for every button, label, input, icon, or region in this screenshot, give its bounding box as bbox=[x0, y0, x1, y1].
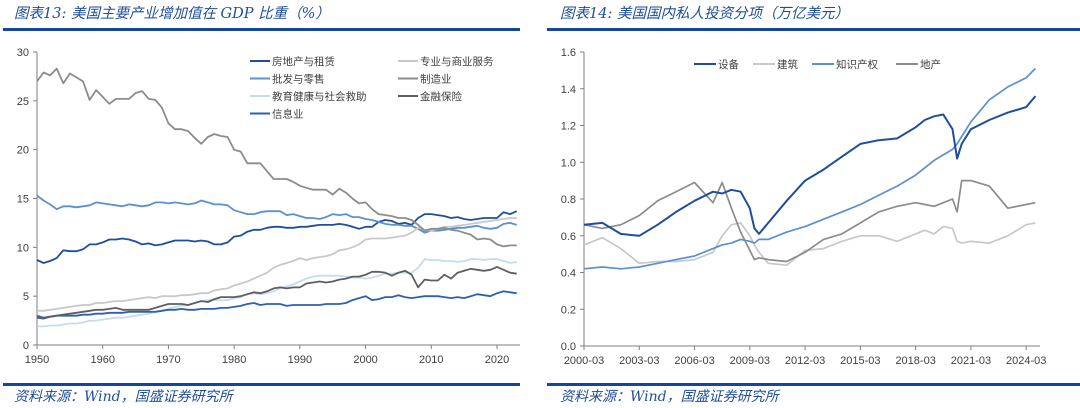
left-line-chart: 0 5 10 15 20 25 30 1950 1960 1970 1980 1990 2000 2010… bbox=[17, 47, 520, 366]
left-bottom-rule bbox=[3, 383, 520, 386]
series-line-3 bbox=[36, 290, 517, 319]
legend-label: 专业与商业服务 bbox=[420, 55, 494, 68]
y-tick-label: 1.6 bbox=[561, 47, 576, 59]
x-tick-label: 1960 bbox=[90, 354, 114, 366]
x-tick-label: 1970 bbox=[156, 354, 180, 366]
legend-label: 房地产与租赁 bbox=[272, 55, 335, 68]
series-line-1 bbox=[583, 222, 1036, 267]
right-top-rule bbox=[547, 28, 1080, 31]
x-tick-label: 2010 bbox=[419, 354, 443, 366]
right-panel: 图表14: 美国国内私人投资分项（万亿美元） 0.0 0.2 0.4 0.6 0.8 1.… bbox=[540, 0, 1080, 408]
x-tick-label: 2018-03 bbox=[895, 355, 935, 367]
left-source-note: 资料来源：Wind，国盛证券研究所 bbox=[14, 389, 233, 405]
right-line-chart: 0.0 0.2 0.4 0.6 0.8 1.0 1.2 1.4 1.6 2000-03 2003-0… bbox=[561, 47, 1047, 367]
series-line-0 bbox=[583, 95, 1037, 237]
legend-label: 教育健康与社会救助 bbox=[272, 90, 367, 103]
y-tick-label: 0 bbox=[23, 340, 29, 352]
x-tick-label: 2021-03 bbox=[951, 355, 991, 367]
y-tick-label: 25 bbox=[17, 96, 29, 108]
x-tick-label: 2006-03 bbox=[674, 355, 714, 367]
legend-label: 金融保险 bbox=[420, 90, 462, 103]
y-tick-label: 20 bbox=[17, 145, 29, 157]
y-tick-label: 1.2 bbox=[561, 121, 576, 133]
right-source-note: 资料来源：Wind，国盛证券研究所 bbox=[560, 389, 779, 405]
y-tick-label: 0.6 bbox=[561, 231, 576, 243]
series-line-3 bbox=[583, 179, 1036, 263]
y-tick-label: 0.4 bbox=[561, 268, 576, 280]
y-tick-label: 15 bbox=[17, 194, 29, 206]
y-tick-label: 5 bbox=[23, 291, 29, 303]
x-tick-label: 2020 bbox=[485, 354, 509, 366]
x-tick-label: 1950 bbox=[25, 354, 49, 366]
legend-label: 批发与零售 bbox=[272, 73, 325, 86]
right-bottom-rule bbox=[547, 383, 1080, 386]
x-tick-label: 1990 bbox=[288, 354, 312, 366]
left-chart-title: 图表13: 美国主要产业增加值在 GDP 比重（%） bbox=[14, 6, 330, 22]
series-line-2 bbox=[583, 67, 1037, 270]
y-tick-label: 1.0 bbox=[561, 157, 576, 169]
left-panel: 图表13: 美国主要产业增加值在 GDP 比重（%） 0 5 10 15 20 25 30 1… bbox=[3, 6, 520, 405]
x-tick-label: 2009-03 bbox=[730, 355, 770, 367]
legend-label: 建筑 bbox=[777, 58, 798, 71]
legend-label: 知识产权 bbox=[836, 58, 878, 71]
legend-label: 制造业 bbox=[420, 73, 452, 86]
y-tick-label: 0.0 bbox=[561, 341, 576, 353]
series-line-2 bbox=[37, 258, 517, 328]
x-tick-label: 2003-03 bbox=[619, 355, 659, 367]
legend-label: 信息业 bbox=[272, 108, 304, 121]
x-tick-label: 2012-03 bbox=[785, 355, 825, 367]
y-tick-label: 1.4 bbox=[561, 84, 576, 96]
y-tick-label: 0.2 bbox=[561, 304, 576, 316]
x-tick-label: 2015-03 bbox=[840, 355, 880, 367]
y-tick-label: 10 bbox=[17, 242, 29, 254]
right-chart-title: 图表14: 美国国内私人投资分项（万亿美元） bbox=[560, 6, 849, 22]
x-tick-label: 1980 bbox=[222, 354, 246, 366]
x-tick-label: 2000 bbox=[353, 354, 377, 366]
series-line-5 bbox=[36, 67, 517, 248]
y-tick-label: 30 bbox=[17, 47, 29, 59]
x-tick-label: 2000-03 bbox=[564, 355, 604, 367]
x-tick-label: 2024-03 bbox=[1006, 355, 1046, 367]
legend-label: 地产 bbox=[920, 58, 941, 71]
left-top-rule bbox=[3, 28, 520, 31]
series-line-6 bbox=[36, 265, 517, 320]
legend-label: 设备 bbox=[718, 58, 739, 71]
series-line-0 bbox=[36, 210, 518, 264]
y-tick-label: 0.8 bbox=[561, 194, 576, 206]
series-line-1 bbox=[36, 194, 517, 234]
